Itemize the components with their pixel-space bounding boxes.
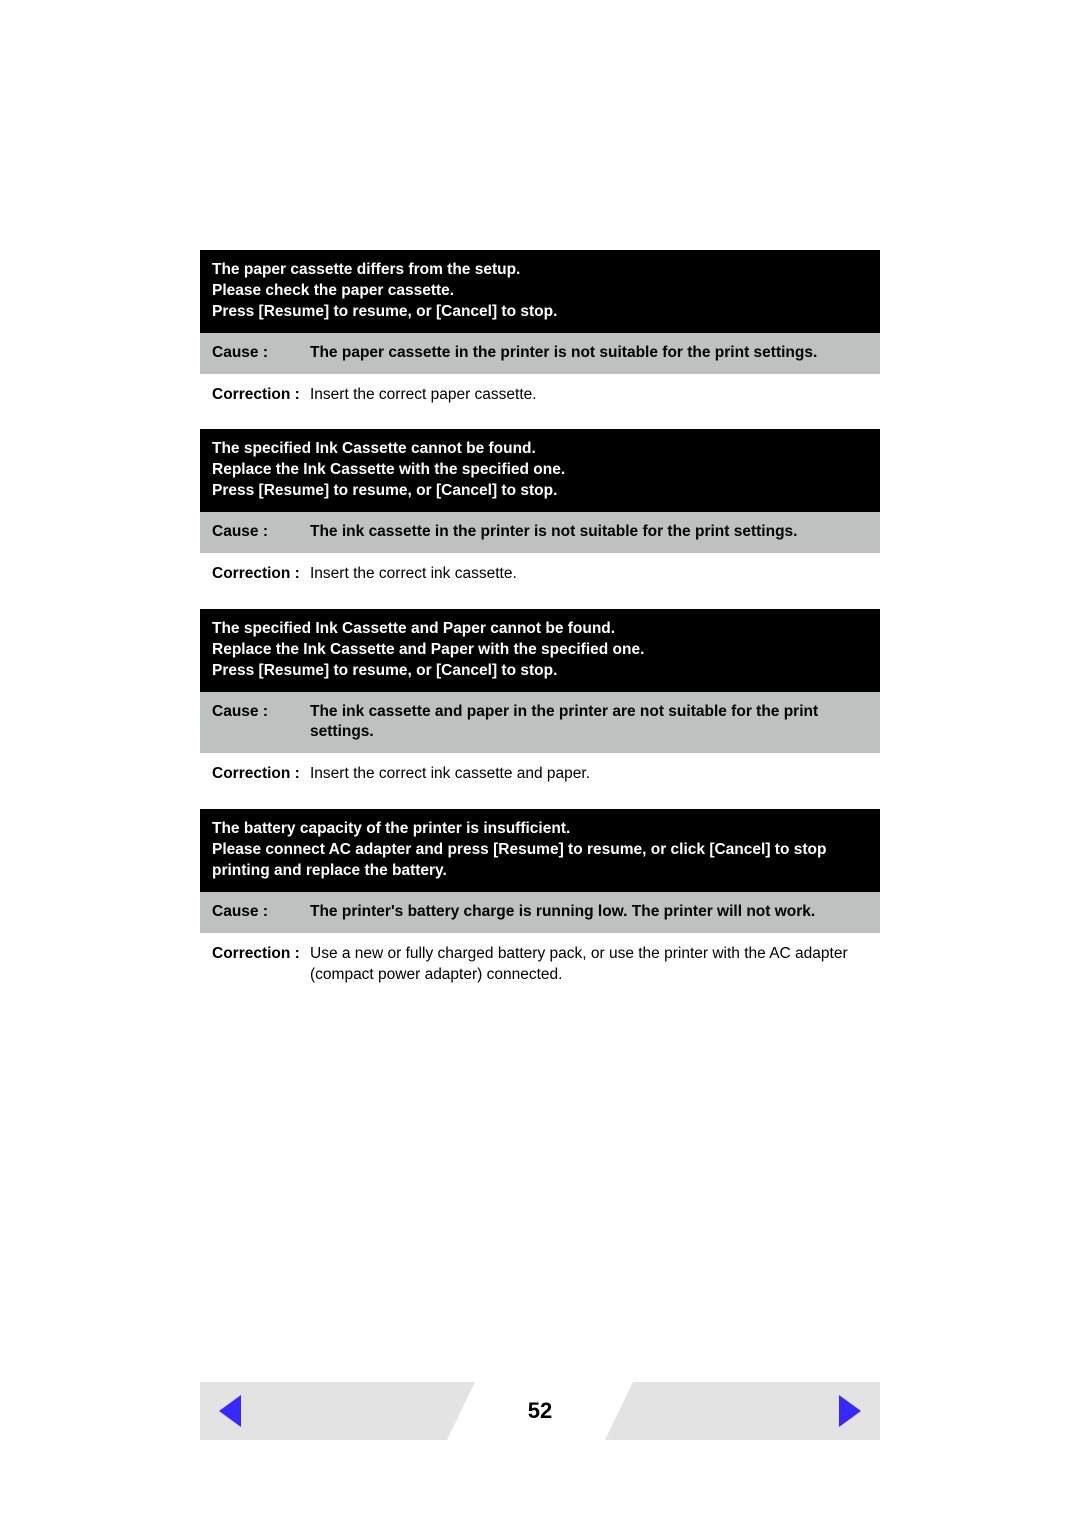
error-block: The specified Ink Cassette cannot be fou… [200, 429, 880, 588]
page-number-wrap: 52 [475, 1382, 605, 1440]
error-block: The battery capacity of the printer is i… [200, 809, 880, 990]
arrow-left-icon [219, 1395, 241, 1427]
page: The paper cassette differs from the setu… [120, 40, 960, 1480]
cause-text: The paper cassette in the printer is not… [310, 343, 868, 364]
correction-label: Correction : [212, 384, 310, 406]
cause-row: Cause : The ink cassette in the printer … [200, 512, 880, 553]
content-area: The paper cassette differs from the setu… [120, 40, 960, 990]
footer-strip: 52 [200, 1382, 880, 1440]
arrow-right-icon [839, 1395, 861, 1427]
prev-page-button[interactable] [200, 1382, 260, 1440]
cause-label: Cause : [212, 343, 310, 364]
next-page-button[interactable] [820, 1382, 880, 1440]
cause-row: Cause : The ink cassette and paper in th… [200, 692, 880, 754]
correction-row: Correction : Insert the correct ink cass… [200, 553, 880, 589]
error-header: The specified Ink Cassette cannot be fou… [200, 429, 880, 512]
correction-text: Insert the correct ink cassette. [310, 563, 868, 585]
correction-row: Correction : Insert the correct paper ca… [200, 374, 880, 410]
cause-row: Cause : The printer's battery charge is … [200, 892, 880, 933]
correction-text: Insert the correct paper cassette. [310, 384, 868, 406]
correction-text: Use a new or fully charged battery pack,… [310, 943, 868, 986]
error-header: The paper cassette differs from the setu… [200, 250, 880, 333]
correction-label: Correction : [212, 763, 310, 785]
cause-text: The ink cassette and paper in the printe… [310, 702, 868, 744]
correction-text: Insert the correct ink cassette and pape… [310, 763, 868, 785]
correction-label: Correction : [212, 943, 310, 986]
error-header: The specified Ink Cassette and Paper can… [200, 609, 880, 692]
cause-label: Cause : [212, 902, 310, 923]
correction-label: Correction : [212, 563, 310, 585]
cause-text: The ink cassette in the printer is not s… [310, 522, 868, 543]
cause-label: Cause : [212, 702, 310, 744]
cause-label: Cause : [212, 522, 310, 543]
page-footer: 52 [120, 1382, 960, 1440]
error-block: The paper cassette differs from the setu… [200, 250, 880, 409]
cause-text: The printer's battery charge is running … [310, 902, 868, 923]
cause-row: Cause : The paper cassette in the printe… [200, 333, 880, 374]
correction-row: Correction : Insert the correct ink cass… [200, 753, 880, 789]
error-header: The battery capacity of the printer is i… [200, 809, 880, 892]
page-number: 52 [528, 1398, 552, 1424]
correction-row: Correction : Use a new or fully charged … [200, 933, 880, 990]
error-block: The specified Ink Cassette and Paper can… [200, 609, 880, 789]
